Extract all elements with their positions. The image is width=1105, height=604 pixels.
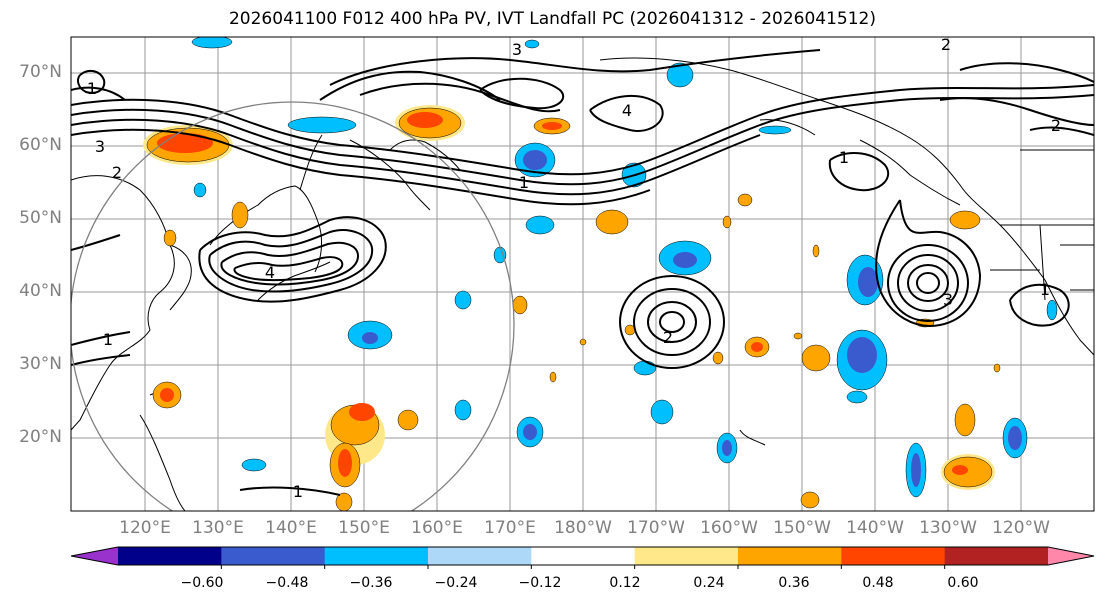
lon-label: 120°W (992, 518, 1050, 538)
contour-label: 1 (1040, 280, 1050, 299)
colorbar-tick-label: −0.24 (434, 575, 478, 591)
colorbar (70, 546, 1095, 569)
lon-label: 130°W (919, 518, 977, 538)
contour-label: 3 (95, 137, 105, 156)
colorbar-segment (324, 547, 429, 565)
contour-label: 4 (265, 263, 275, 282)
colorbar-tick-label: −0.12 (518, 575, 562, 591)
lon-label: 160°W (700, 518, 758, 538)
lon-label: 180°W (554, 518, 612, 538)
colorbar-extend-max (1048, 547, 1094, 565)
colorbar-segment (118, 547, 222, 565)
colorbar-segment (221, 547, 326, 565)
lat-label: 60°N (19, 135, 62, 155)
colorbar-tick-label: 0.48 (862, 575, 894, 591)
colorbar-segment (634, 547, 739, 565)
colorbar-tick-label: 0.12 (609, 575, 641, 591)
lon-label: 140°E (265, 518, 317, 538)
lon-label: 150°W (773, 518, 831, 538)
pv-contours (71, 49, 1094, 496)
map-frame (70, 36, 1095, 512)
colorbar-segment (428, 547, 532, 565)
lat-label: 70°N (19, 62, 62, 82)
lat-label: 20°N (19, 427, 62, 447)
lat-label: 30°N (19, 354, 62, 374)
lon-label: 140°W (846, 518, 904, 538)
contour-label: 1 (519, 173, 529, 192)
landfall-radius-circle (71, 101, 515, 511)
lon-label: 170°E (484, 518, 536, 538)
contour-label: 1 (293, 482, 303, 501)
contour-label: 2 (1051, 116, 1061, 135)
lon-label: 150°E (338, 518, 390, 538)
colorbar-extend-min (71, 547, 118, 565)
colorbar-tick-label: 0.36 (778, 575, 810, 591)
lon-label: 120°E (119, 518, 171, 538)
lon-label: 160°E (411, 518, 463, 538)
colorbar-tick-label: −0.60 (180, 575, 224, 591)
contour-label: 3 (512, 40, 522, 59)
colorbar-segment (738, 547, 842, 565)
lon-label: 130°E (192, 518, 244, 538)
colorbar-outline (70, 546, 1095, 566)
colorbar-tick-label: 0.24 (693, 575, 725, 591)
colorbar-tick-label: 0.60 (947, 575, 979, 591)
contour-label: 2 (112, 163, 122, 182)
lon-label: 170°W (627, 518, 685, 538)
ivt-negative-shading (191, 37, 1058, 498)
pv-contour-labels: 1 3 2 4 3 4 1 2 3 1 1 1 2 2 1 (87, 35, 1061, 501)
graticule (71, 37, 1094, 511)
contour-label: 2 (941, 35, 951, 54)
ivt-positive-shading (143, 105, 1001, 511)
colorbar-tick-label: −0.48 (265, 575, 309, 591)
contour-label: 2 (663, 328, 673, 347)
contour-label: 1 (839, 148, 849, 167)
contour-label: 4 (622, 101, 632, 120)
colorbar-segment (944, 547, 1049, 565)
map-title: 2026041100 F012 400 hPa PV, IVT Landfall… (228, 9, 876, 29)
contour-label: 3 (943, 290, 953, 309)
contour-label: 1 (87, 79, 97, 98)
colorbar-segment (531, 547, 636, 565)
colorbar-segment (841, 547, 946, 565)
lat-label: 50°N (19, 208, 62, 228)
colorbar-tick-label: −0.36 (349, 575, 393, 591)
contour-label: 1 (103, 330, 113, 349)
lat-label: 40°N (19, 281, 62, 301)
